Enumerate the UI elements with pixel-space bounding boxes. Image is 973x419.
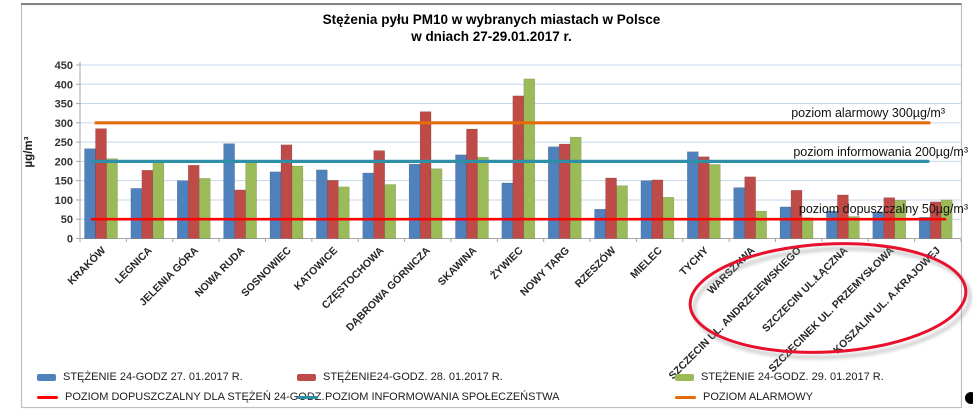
bar-s0-c11	[594, 208, 606, 239]
bar-s2-c5	[338, 186, 350, 239]
x-axis-label: NOWY TARG	[518, 245, 572, 299]
y-tick-label: 450	[55, 60, 73, 72]
y-tick-label: 200	[55, 156, 73, 168]
bar-s0-c13	[687, 151, 699, 239]
bar-s0-c9	[501, 182, 514, 239]
bar-s2-c10	[569, 136, 582, 239]
bar-s1-c4	[280, 144, 293, 239]
bar-s0-c2	[176, 180, 189, 239]
bar-s1-c13	[698, 156, 710, 239]
ref-line-label-200: poziom informowania 200µg/m³	[793, 145, 968, 159]
ref-line-label-50: poziom dopuszczalny 50µg/m³	[799, 202, 968, 216]
bar-s1-c6	[373, 150, 385, 239]
legend-label: POZIOM DOPUSZCZALNY DLA STĘŻEŃ 24-GODZ.	[65, 391, 325, 403]
bar-s1-c12	[651, 179, 664, 239]
x-axis-label: KRAKÓW	[65, 244, 108, 287]
legend-label: STĘŻENIE24-GODZ. 28. 01.2017 R.	[323, 371, 503, 383]
legend-label: POZIOM INFORMOWANIA SPOŁECZEŃSTWA	[325, 391, 560, 403]
x-axis-label: MIELEC	[628, 244, 665, 281]
bar-s0-c3	[223, 143, 235, 239]
bar-s2-c14	[755, 210, 767, 239]
annotation-ellipse-shadow	[692, 246, 972, 360]
bar-s2-c0	[106, 158, 118, 239]
legend-swatch-red-line	[37, 395, 58, 399]
black-dot	[965, 392, 973, 404]
legend-swatch-green	[675, 373, 694, 381]
y-axis-title: µg/m³	[23, 136, 35, 167]
legend-item-series-29: STĘŻENIE 24-GODZ. 29. 01.2017 R.	[675, 371, 884, 383]
bar-s1-c3	[234, 189, 246, 239]
bar-s1-c9	[512, 95, 525, 239]
legend-swatch-red	[297, 373, 316, 381]
legend-swatch-orange-line	[675, 395, 696, 399]
bar-s2-c9	[523, 78, 536, 239]
bar-s2-c15	[801, 217, 814, 239]
bar-s1-c0	[95, 128, 107, 239]
x-axis-label: SOSNOWIEC	[239, 244, 294, 299]
legend-label: STĘŻENIE 24-GODZ 27. 01.2017 R.	[63, 371, 243, 383]
y-tick-label: 350	[55, 99, 73, 111]
bar-s1-c1	[141, 170, 154, 239]
bar-s0-c7	[408, 163, 421, 239]
bar-s2-c11	[616, 185, 628, 239]
y-tick-label: 0	[67, 234, 73, 246]
y-tick-label: 100	[55, 195, 73, 207]
bar-s0-c1	[130, 188, 143, 239]
x-axis-label: LEGNICA	[113, 244, 155, 286]
bar-s2-c13	[709, 164, 721, 239]
x-axis-label: RZESZÓW	[572, 244, 618, 290]
y-tick-label: 150	[55, 176, 73, 188]
legend-item-series-27: STĘŻENIE 24-GODZ 27. 01.2017 R.	[37, 371, 243, 383]
bar-s0-c14	[733, 187, 745, 239]
bar-s2-c8	[477, 156, 489, 239]
legend-item-series-28: STĘŻENIE24-GODZ. 28. 01.2017 R.	[297, 371, 503, 383]
x-axis-label: TYCHY	[677, 245, 711, 279]
y-tick-label: 50	[61, 214, 73, 226]
legend-label: POZIOM ALARMOWY	[703, 391, 814, 403]
bar-s2-c2	[198, 178, 211, 239]
bar-s0-c12	[640, 180, 653, 239]
bar-s2-c7	[430, 168, 443, 239]
y-tick-label: 400	[55, 79, 73, 91]
x-axis-label: SKAWINA	[436, 244, 480, 288]
legend-swatch-blue	[37, 373, 56, 381]
annotation-ellipse	[688, 242, 968, 354]
bar-s1-c5	[327, 180, 339, 239]
bar-s1-c2	[187, 164, 200, 239]
bar-s2-c16	[848, 216, 860, 239]
y-tick-label: 250	[55, 137, 73, 149]
legend-item-limit-line: POZIOM DOPUSZCZALNY DLA STĘŻEŃ 24-GODZ.	[37, 391, 325, 403]
bar-s1-c8	[466, 128, 478, 239]
bar-s2-c12	[662, 196, 675, 239]
legend-label: STĘŻENIE 24-GODZ. 29. 01.2017 R.	[701, 371, 884, 383]
x-axis-label: DĄBROWA GÓRNICZA	[343, 244, 433, 334]
y-tick-label: 300	[55, 118, 73, 130]
bar-s1-c10	[558, 143, 571, 239]
bar-s2-c4	[291, 165, 304, 239]
x-axis-label: KATOWICE	[292, 245, 340, 293]
legend-swatch-teal-line	[297, 395, 318, 399]
bar-s2-c1	[152, 161, 165, 239]
legend-item-information-line: POZIOM INFORMOWANIA SPOŁECZEŃSTWA	[297, 391, 559, 403]
x-axis-label: ŻYWIEC	[488, 244, 526, 282]
bar-s1-c14	[744, 176, 756, 239]
bar-s0-c8	[455, 154, 467, 239]
legend-item-alarm-line: POZIOM ALARMOWY	[675, 391, 813, 403]
bar-s0-c4	[269, 171, 282, 239]
bar-s2-c6	[384, 184, 396, 239]
bar-s1-c15	[790, 190, 803, 239]
bar-s0-c5	[316, 169, 328, 239]
bar-s0-c6	[362, 172, 374, 239]
ref-line-label-300: poziom alarmowy 300µg/m³	[791, 106, 945, 120]
bar-s0-c15	[779, 206, 792, 239]
bar-s1-c11	[605, 177, 617, 239]
bar-s2-c3	[245, 161, 257, 239]
